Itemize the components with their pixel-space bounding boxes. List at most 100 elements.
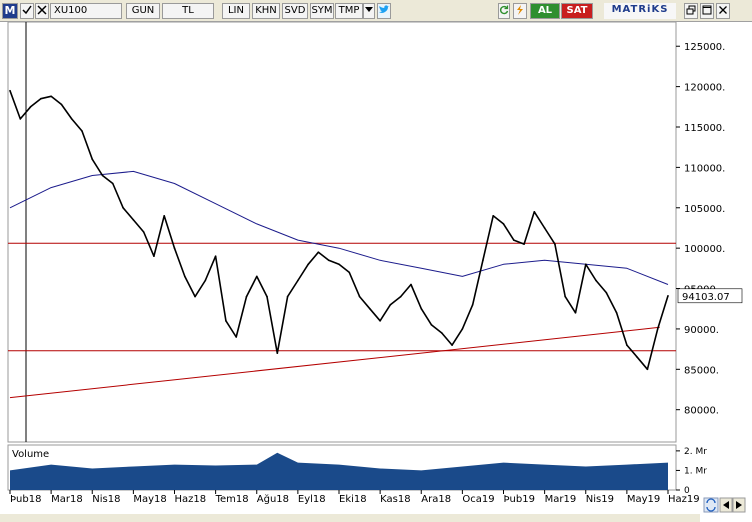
- price-point: [60, 103, 63, 106]
- twitter-icon[interactable]: [377, 3, 391, 19]
- chart-area[interactable]: 125000. 120000. 115000. 110000. 105000. 10000…: [0, 21, 752, 522]
- price-point: [348, 271, 351, 274]
- price-point: [410, 283, 412, 286]
- price-point: [173, 247, 176, 249]
- price-point: [91, 158, 94, 161]
- price-point: [122, 206, 124, 209]
- price-point: [605, 291, 608, 294]
- price-point: [656, 328, 659, 330]
- edit-icon[interactable]: [513, 3, 527, 19]
- price-point: [543, 227, 546, 229]
- chart-background: [0, 22, 752, 522]
- time-tick-label: Mar19: [545, 494, 577, 505]
- currency-button[interactable]: TL: [162, 3, 214, 19]
- price-point: [9, 89, 11, 92]
- time-tick-label: Tem18: [215, 494, 249, 505]
- time-tick-label: Þub19: [504, 494, 535, 505]
- price-point: [70, 118, 73, 120]
- volume-tick-label: 1. Mr: [684, 466, 707, 476]
- price-point: [276, 352, 279, 354]
- last-value-box: [677, 288, 743, 304]
- price-point: [430, 324, 433, 326]
- price-point: [533, 211, 536, 213]
- price-point: [142, 231, 145, 233]
- price-point: [389, 303, 392, 306]
- volume-group: 2. Mr 1. Mr 0: [10, 447, 707, 496]
- svd-button[interactable]: SVD: [282, 3, 308, 19]
- price-point: [461, 328, 464, 330]
- price-point: [502, 223, 505, 225]
- price-point: [317, 251, 320, 253]
- price-point: [338, 263, 340, 266]
- price-point: [399, 295, 402, 298]
- restore-icon[interactable]: [684, 3, 698, 19]
- price-point: [29, 106, 32, 108]
- price-tick-label: 110000.: [684, 163, 725, 174]
- price-point: [204, 279, 207, 282]
- last-value-group: 94103.07: [677, 288, 743, 304]
- close-icon[interactable]: [716, 3, 730, 19]
- sync-icon[interactable]: [703, 497, 719, 513]
- period-button[interactable]: GUN: [126, 3, 160, 19]
- price-point: [132, 219, 135, 221]
- price-point: [194, 295, 196, 298]
- tmp-button[interactable]: TMP: [335, 3, 363, 19]
- price-tick-label: 85000.: [684, 365, 719, 376]
- price-point: [163, 215, 166, 217]
- refresh-icon[interactable]: [498, 3, 510, 19]
- price-point: [286, 295, 289, 298]
- volume-area: [10, 452, 668, 490]
- horizontal-scrollbar[interactable]: [0, 514, 700, 522]
- scroll-left-glyph: [723, 501, 729, 509]
- price-point: [183, 275, 186, 278]
- trendline: [9, 326, 660, 399]
- price-point: [235, 336, 237, 338]
- series-group: [9, 89, 669, 371]
- price-point: [379, 320, 381, 322]
- khn-button[interactable]: KHN: [252, 3, 280, 19]
- checkbox-icon[interactable]: [20, 3, 34, 19]
- price-point: [451, 344, 453, 346]
- price-chart[interactable]: 125000. 120000. 115000. 110000. 105000. 10000…: [0, 21, 752, 522]
- horizontal-levels: [8, 242, 676, 352]
- maximize-icon[interactable]: [700, 3, 714, 19]
- price-point: [441, 332, 443, 334]
- trendline-group: [9, 326, 660, 399]
- price-point: [626, 344, 628, 346]
- price-point: [420, 307, 423, 310]
- price-point: [369, 307, 371, 310]
- matriks-logo-button[interactable]: M: [2, 3, 18, 19]
- price-point: [512, 239, 515, 241]
- volume-tick-label: 2. Mr: [684, 447, 707, 457]
- price-point: [101, 174, 104, 177]
- price-point: [153, 255, 155, 258]
- symbol-field[interactable]: XU100: [50, 3, 122, 19]
- price-point: [554, 243, 556, 245]
- price-point: [584, 263, 587, 266]
- x-icon[interactable]: [35, 3, 49, 19]
- price-point: [50, 95, 52, 98]
- time-tick-label: Oca19: [462, 494, 494, 505]
- price-point: [245, 295, 248, 298]
- volume-title: Volume: [12, 449, 49, 460]
- time-tick-label: Eyl18: [298, 494, 326, 505]
- price-point: [646, 368, 649, 371]
- time-tick-label: Eki18: [339, 494, 367, 505]
- sym-button[interactable]: SYM: [310, 3, 334, 19]
- price-point: [225, 320, 227, 322]
- time-axis: Þub18 Mar18 Nis18 May18 Haz18 Tem18 Ağu18 Eyl18…: [9, 490, 700, 505]
- buy-button[interactable]: AL: [530, 3, 560, 19]
- sell-button[interactable]: SAT: [561, 3, 593, 19]
- sync-icon-glyph: [706, 498, 716, 512]
- time-tick-label: Haz18: [175, 494, 207, 505]
- price-tick-label: 115000.: [684, 123, 725, 134]
- price-point: [471, 303, 474, 306]
- price-point: [564, 295, 566, 298]
- price-point: [595, 279, 597, 282]
- scale-lin-button[interactable]: LIN: [222, 3, 250, 19]
- price-point: [40, 97, 42, 100]
- toolbar: M XU100 GUN TL LIN KHN SVD SYM TMP AL SA…: [0, 0, 752, 22]
- price-tick-label: 125000.: [684, 42, 725, 53]
- dropdown-arrow-icon[interactable]: [363, 3, 375, 19]
- price-point: [482, 259, 484, 262]
